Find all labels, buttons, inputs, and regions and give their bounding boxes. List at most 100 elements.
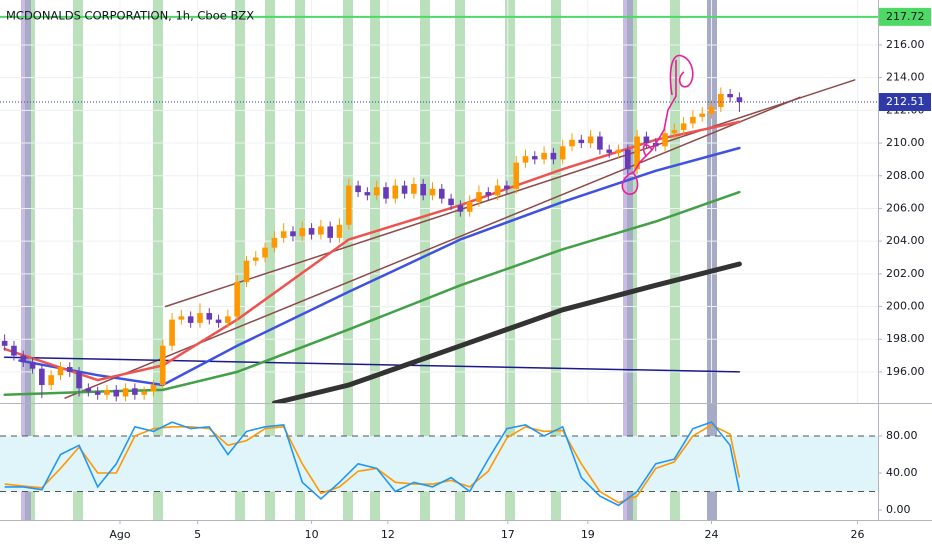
candle-body: [485, 192, 492, 196]
session-band: [21, 0, 31, 520]
candle-body: [94, 391, 101, 395]
pen-drawing: [642, 144, 653, 157]
candle-body: [271, 237, 278, 248]
candle-body: [494, 185, 501, 196]
candle-body: [531, 156, 538, 160]
y-tick-label: 208.00: [886, 169, 925, 182]
candle-body: [308, 228, 315, 235]
y-tick-label: 202.00: [886, 267, 925, 280]
candle-body: [690, 116, 696, 124]
candle-body: [587, 136, 594, 144]
candle-body: [141, 391, 147, 395]
candle-body: [392, 185, 399, 199]
x-tick-label: 10: [305, 528, 319, 541]
candle-body: [345, 185, 352, 225]
candle-body: [606, 149, 613, 153]
price-label-box: [879, 93, 931, 112]
x-tick-label: 17: [501, 528, 515, 541]
candle-body: [85, 388, 92, 392]
candle-body: [122, 388, 129, 397]
candle-body: [448, 198, 454, 206]
y-tick-label: 198.00: [886, 332, 925, 345]
y-tick-label: 196.00: [886, 365, 925, 378]
candle-body: [113, 389, 120, 397]
candle-body: [225, 316, 231, 323]
candle-body: [597, 136, 603, 150]
candle-body: [578, 139, 585, 144]
indicator-line: [18, 146, 741, 387]
candle-body: [420, 183, 426, 196]
candle-body: [39, 368, 45, 386]
candle-body: [671, 129, 678, 134]
candle-body: [262, 247, 268, 258]
candle-body: [401, 185, 408, 194]
candle-body: [383, 187, 389, 199]
candle-body: [215, 319, 222, 323]
session-band: [623, 0, 633, 520]
chart-title: MCDONALDS CORPORATION, 1h, Cboe BZX: [6, 9, 254, 23]
x-tick-label: 12: [381, 528, 395, 541]
y-tick-label: 80.00: [886, 429, 918, 442]
session-band: [551, 0, 561, 520]
price-label: 217.72: [886, 10, 925, 23]
session-band: [670, 0, 680, 520]
indicator-line: [3, 190, 741, 397]
pen-drawing: [621, 60, 677, 195]
x-tick-label: Ago: [109, 528, 131, 541]
indicator-line: [271, 261, 742, 403]
candle-body: [411, 183, 417, 194]
y-tick-label: 0.00: [886, 503, 911, 516]
candle-body: [66, 367, 73, 372]
candle-body: [662, 133, 668, 147]
x-tick-label: 5: [194, 528, 201, 541]
indicator-line: [3, 120, 741, 382]
stochastic-line: [4, 421, 741, 507]
indicator-line: [64, 96, 801, 399]
candle-body: [29, 362, 36, 369]
y-tick-label: 216.00: [886, 38, 925, 51]
candle-body: [206, 313, 213, 320]
candle-body: [727, 94, 733, 98]
candle-body: [169, 319, 175, 346]
session-band: [295, 0, 305, 520]
candle-body: [615, 149, 622, 153]
candle-body: [457, 205, 464, 212]
stochastic-pane: [0, 421, 878, 507]
candle-body: [680, 123, 687, 130]
price-label-box: [879, 7, 931, 26]
candle-body: [1, 340, 8, 346]
candle-body: [187, 316, 194, 323]
y-tick-label: 40.00: [886, 466, 918, 479]
candle-body: [327, 226, 333, 238]
candle-body: [736, 97, 743, 103]
session-band: [235, 0, 245, 520]
indicator-line: [164, 79, 856, 308]
candle-body: [243, 260, 250, 283]
candle-body: [476, 192, 482, 202]
axes: 196.00 198.00 200.00 202.00 204.00 206.00 208.…: [109, 7, 931, 541]
candle-body: [280, 231, 287, 238]
price-pane: [0, 0, 878, 403]
session-band: [265, 0, 275, 520]
candle-body: [625, 149, 631, 170]
candle-body: [252, 257, 259, 261]
x-tick-label: 26: [851, 528, 865, 541]
candle-body: [634, 136, 640, 170]
y-tick-label: 204.00: [886, 234, 925, 247]
candle-body: [76, 371, 82, 389]
candle-body: [708, 107, 715, 114]
candle-body: [11, 345, 17, 356]
y-tick-label: 214.00: [886, 71, 925, 84]
candle-body: [132, 388, 138, 395]
session-band: [455, 0, 465, 520]
session-band: [73, 0, 83, 520]
session-band: [370, 0, 380, 520]
candle-body: [373, 187, 380, 196]
candle-body: [104, 389, 110, 395]
candle-body: [178, 316, 185, 320]
session-band: [153, 0, 163, 520]
candle-body: [290, 231, 296, 237]
candle-body: [318, 226, 324, 235]
candle-body: [48, 375, 54, 386]
